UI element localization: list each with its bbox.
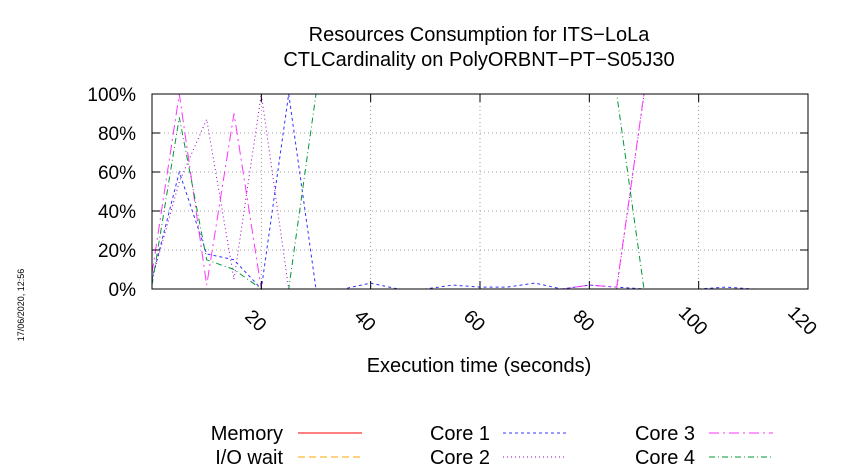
data-series [151,93,808,291]
x-tick-label: 100 [674,302,711,339]
y-tick-label: 100% [87,85,136,106]
x-tick-label: 20 [240,306,270,336]
x-axis-ticks: 20 40 60 80 100 120 [240,94,821,340]
legend-label-memory: Memory [211,423,283,445]
plot-frame [151,93,809,290]
y-tick-label: 40% [98,202,136,223]
y-tick-label: 20% [98,241,136,262]
legend-label-core-4: Core 4 [635,447,695,469]
grid-lines [152,94,808,289]
legend-label-core-3: Core 3 [635,423,695,445]
chart-title-line-2: CTLCardinality on PolyORBNT−PT−S05J30 [283,49,674,71]
y-axis-ticks: 0% 20% 40% 60% 80% 100% [87,85,808,301]
x-tick-label: 60 [459,306,489,336]
x-tick-label: 80 [568,306,598,336]
legend-label-core-2: Core 2 [430,447,490,469]
chart-title-line-1: Resources Consumption for ITS−LoLa [309,24,651,46]
series-line-core-1 [151,93,754,291]
y-tick-label: 60% [98,163,136,184]
legend-label-i-o-wait: I/O wait [215,447,283,469]
series-line-core-3 [151,93,808,290]
timestamp-label: 17/06/2020, 12:56 [16,269,26,342]
x-tick-label: 120 [783,302,820,339]
x-tick-label: 40 [350,306,380,336]
chart-title: Resources Consumption for ITS−LoLa CTLCa… [283,24,674,71]
legend-label-core-1: Core 1 [430,423,490,445]
y-tick-label: 0% [109,280,137,301]
y-tick-label: 80% [98,124,136,145]
x-axis-label: Execution time (seconds) [367,355,592,377]
series-line-core-4 [151,93,754,290]
series-line-core-2 [151,93,808,290]
